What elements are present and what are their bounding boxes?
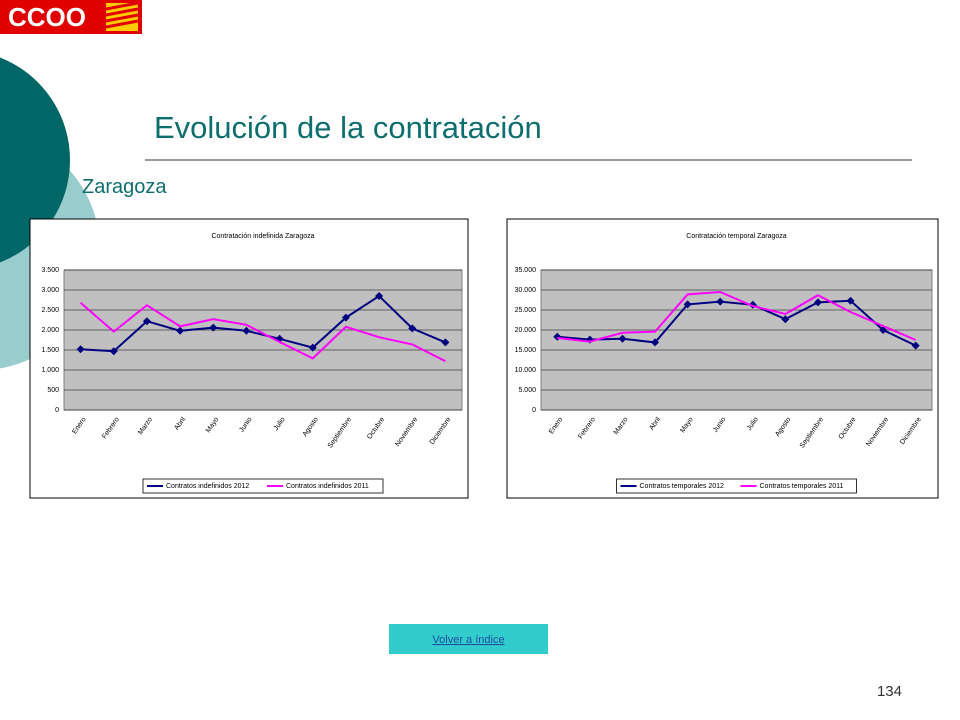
y-tick-label: 500	[47, 387, 59, 394]
legend-label: Contratos indefinidos 2012	[166, 483, 249, 490]
chart: Contratación indefinida Zaragoza 0 500 1.00…	[29, 218, 469, 499]
series-marker	[408, 324, 417, 333]
series-marker	[813, 298, 822, 307]
series-line	[79, 302, 446, 363]
series-marker	[176, 326, 185, 335]
series-marker	[209, 323, 218, 332]
series-marker	[716, 297, 725, 306]
series-marker	[879, 326, 888, 334]
series-marker	[308, 343, 317, 352]
series-marker	[618, 334, 627, 343]
plot-area	[63, 269, 463, 411]
slide-title: Evolución de la contratación	[154, 110, 542, 145]
chart-title: Contratación indefinida Zaragoza	[211, 233, 314, 240]
y-tick-label: 20.000	[515, 327, 537, 334]
chart-title: Contratación temporal Zaragoza	[686, 233, 786, 240]
y-tick-label: 3.000	[41, 287, 59, 294]
page-number: 134	[877, 683, 902, 700]
index-button[interactable]	[389, 624, 548, 654]
series-line	[557, 290, 917, 343]
y-tick-label: 1.500	[41, 347, 59, 354]
series-line	[80, 294, 446, 353]
y-tick-label: 35.000	[515, 267, 537, 274]
series-marker	[109, 347, 118, 356]
slide-subtitle: Zaragoza	[82, 176, 167, 198]
series-marker	[76, 345, 85, 354]
y-tick-label: 0	[55, 407, 59, 414]
chart: Contratación temporal Zaragoza 0 5.000 10.0…	[506, 218, 939, 499]
series-marker	[441, 338, 450, 347]
series-marker	[651, 338, 660, 347]
series-marker	[375, 292, 384, 300]
y-tick-label: 2.500	[41, 307, 59, 314]
legend-box	[616, 478, 857, 494]
legend-label: Contratos temporales 2012	[640, 483, 725, 490]
series-marker	[341, 313, 350, 322]
decor-circle-dark	[0, 57, 70, 263]
series-marker	[846, 296, 855, 305]
y-tick-label: 2.000	[41, 327, 59, 334]
index-button-label[interactable]: Volver a índice	[432, 634, 504, 646]
legend-box	[142, 478, 384, 494]
logo-flag	[105, 1, 139, 31]
y-tick-label: 0	[532, 407, 536, 414]
series-marker	[911, 341, 920, 350]
series-marker	[683, 300, 692, 309]
y-tick-label: 3.500	[41, 267, 59, 274]
series-marker	[142, 317, 151, 326]
y-tick-label: 10.000	[515, 367, 537, 374]
legend-label: Contratos indefinidos 2011	[286, 483, 369, 490]
series-line	[557, 299, 917, 347]
logo-text: CCOO	[8, 2, 86, 32]
y-tick-label: 5.000	[518, 387, 536, 394]
y-tick-label: 30.000	[515, 287, 537, 294]
y-tick-label: 1.000	[41, 367, 59, 374]
series-marker	[781, 315, 790, 324]
y-tick-label: 15.000	[515, 347, 537, 354]
series-marker	[242, 326, 251, 335]
y-tick-label: 25.000	[515, 307, 537, 314]
legend-label: Contratos temporales 2011	[760, 483, 844, 490]
